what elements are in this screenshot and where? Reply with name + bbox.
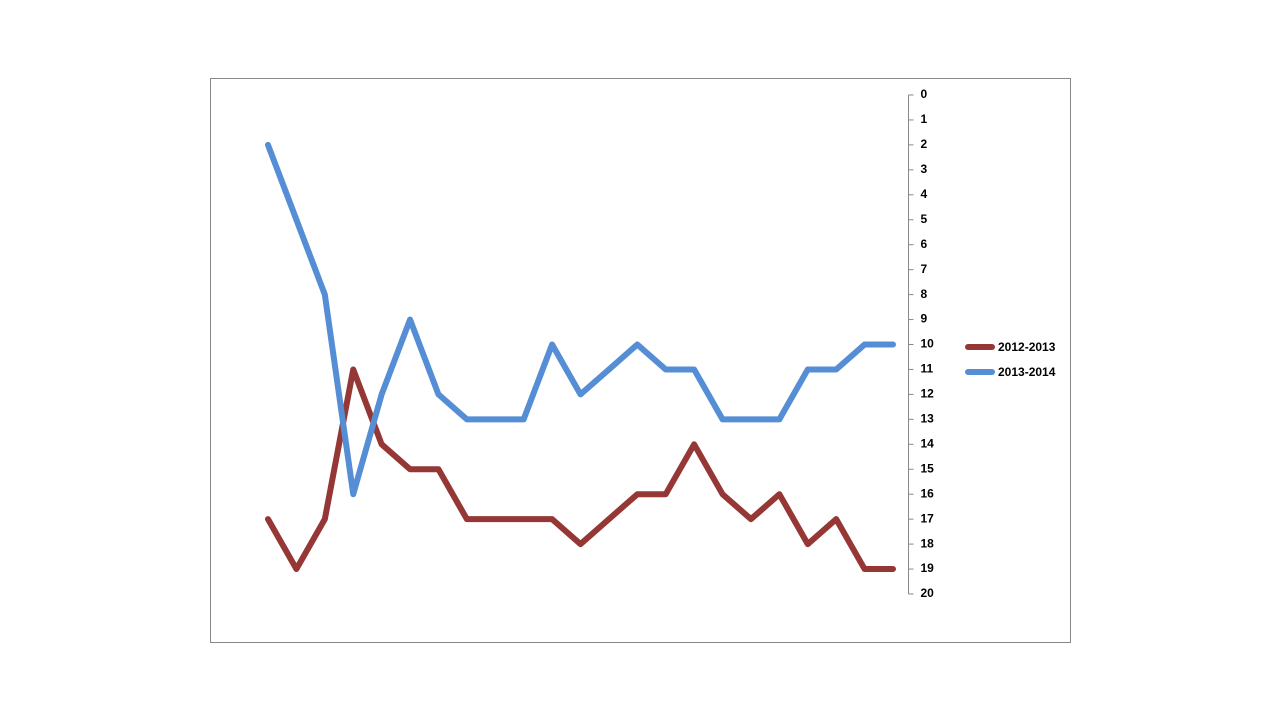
y-tick-label: 5 bbox=[921, 212, 928, 226]
y-tick-label: 17 bbox=[921, 511, 935, 525]
chart-frame bbox=[210, 78, 1071, 643]
y-tick-label: 9 bbox=[921, 312, 928, 326]
y-tick-label: 1 bbox=[921, 112, 928, 126]
y-tick-label: 18 bbox=[921, 536, 935, 550]
y-tick-label: 12 bbox=[921, 387, 935, 401]
y-tick-label: 7 bbox=[921, 262, 928, 276]
y-tick-label: 0 bbox=[921, 87, 928, 101]
y-tick-label: 16 bbox=[921, 486, 935, 500]
y-tick-label: 6 bbox=[921, 237, 928, 251]
series-line bbox=[265, 141, 896, 498]
y-tick-label: 4 bbox=[921, 187, 928, 201]
y-tick-label: 3 bbox=[921, 162, 928, 176]
y-tick-label: 8 bbox=[921, 287, 928, 301]
y-tick-label: 13 bbox=[921, 412, 935, 426]
y-tick-label: 10 bbox=[921, 337, 935, 351]
y-tick-label: 11 bbox=[921, 362, 934, 376]
y-tick-label: 19 bbox=[921, 561, 935, 575]
y-tick-label: 20 bbox=[921, 586, 935, 600]
legend-label: 2012-2013 bbox=[998, 340, 1056, 354]
legend-label: 2013-2014 bbox=[998, 365, 1056, 379]
y-tick-label: 15 bbox=[921, 461, 935, 475]
y-tick-label: 2 bbox=[921, 137, 928, 151]
y-tick-label: 14 bbox=[921, 436, 935, 450]
